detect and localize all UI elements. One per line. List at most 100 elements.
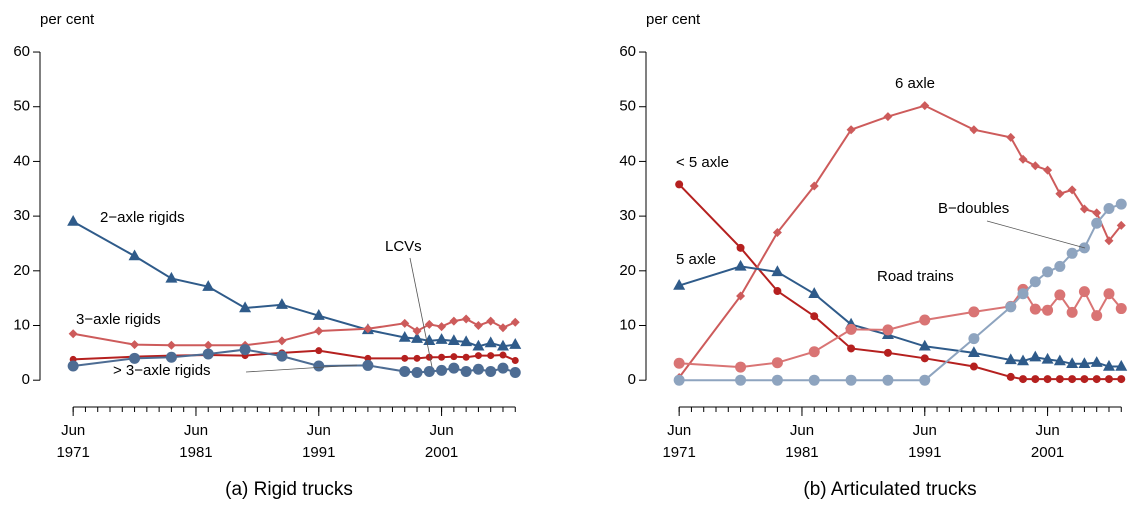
marker bbox=[1078, 357, 1091, 368]
marker bbox=[202, 348, 214, 360]
marker bbox=[1019, 375, 1028, 384]
marker bbox=[967, 346, 980, 358]
marker bbox=[128, 249, 141, 261]
marker bbox=[1102, 359, 1115, 371]
marker bbox=[773, 287, 782, 296]
marker bbox=[411, 332, 424, 343]
marker bbox=[448, 362, 460, 374]
marker bbox=[484, 336, 497, 348]
marker bbox=[1029, 276, 1041, 288]
marker bbox=[736, 291, 746, 301]
marker bbox=[1067, 185, 1077, 195]
marker bbox=[68, 329, 78, 339]
leader-line bbox=[245, 364, 358, 373]
marker bbox=[239, 301, 252, 313]
marker bbox=[460, 365, 472, 377]
marker bbox=[239, 344, 251, 356]
marker bbox=[1092, 208, 1102, 218]
marker bbox=[735, 361, 747, 373]
caption: (a) Rigid trucks bbox=[225, 479, 353, 500]
y-tick-label: 40 bbox=[619, 152, 636, 169]
series-label: 2−axle rigids bbox=[100, 209, 185, 226]
marker bbox=[919, 374, 931, 386]
marker bbox=[1104, 236, 1114, 246]
marker bbox=[312, 309, 325, 320]
y-axis-label: per cent bbox=[646, 11, 701, 28]
y-tick-label: 30 bbox=[13, 207, 30, 224]
marker bbox=[882, 324, 894, 336]
y-tick-label: 0 bbox=[22, 371, 30, 388]
marker bbox=[423, 365, 435, 377]
marker bbox=[411, 367, 423, 379]
marker bbox=[968, 333, 980, 345]
marker bbox=[1116, 220, 1126, 230]
marker bbox=[130, 340, 140, 350]
marker bbox=[673, 278, 686, 290]
marker bbox=[449, 316, 459, 326]
marker bbox=[675, 180, 684, 189]
marker bbox=[450, 353, 458, 361]
marker bbox=[499, 351, 507, 359]
marker bbox=[437, 322, 447, 332]
marker bbox=[1104, 375, 1113, 384]
x-tick-label: Jun 2001 bbox=[1030, 422, 1065, 461]
marker bbox=[1017, 354, 1030, 366]
x-tick-label: Jun 1981 bbox=[179, 422, 213, 461]
marker bbox=[496, 339, 509, 351]
marker bbox=[460, 335, 473, 347]
marker bbox=[472, 339, 485, 351]
marker bbox=[1029, 303, 1041, 315]
marker bbox=[314, 326, 324, 336]
marker bbox=[435, 333, 448, 344]
marker bbox=[969, 362, 978, 371]
y-axis-label: per cent bbox=[40, 11, 95, 28]
x-tick-label: Jun 1991 bbox=[908, 422, 942, 461]
series-label: < 5 axle bbox=[676, 154, 729, 171]
marker bbox=[1055, 189, 1065, 199]
marker bbox=[845, 374, 857, 386]
marker bbox=[883, 112, 893, 122]
series-label: 5 axle bbox=[676, 251, 716, 268]
marker bbox=[423, 334, 436, 346]
marker bbox=[473, 321, 483, 331]
marker bbox=[461, 314, 471, 324]
y-tick-label: 10 bbox=[13, 316, 30, 333]
marker bbox=[474, 352, 482, 360]
marker bbox=[472, 363, 484, 375]
y-tick-label: 50 bbox=[619, 98, 636, 115]
marker bbox=[1030, 161, 1040, 171]
y-tick-label: 30 bbox=[619, 207, 636, 224]
marker bbox=[275, 298, 288, 309]
marker bbox=[968, 306, 980, 318]
marker bbox=[847, 344, 856, 353]
x-tick-label: Jun 1971 bbox=[56, 422, 90, 461]
marker bbox=[509, 338, 522, 349]
marker bbox=[315, 347, 323, 355]
marker bbox=[771, 374, 783, 386]
marker bbox=[511, 357, 519, 365]
marker bbox=[1006, 372, 1015, 381]
y-tick-label: 0 bbox=[628, 371, 636, 388]
marker bbox=[487, 352, 495, 360]
marker bbox=[1017, 288, 1029, 300]
marker bbox=[276, 350, 288, 362]
marker bbox=[424, 319, 434, 329]
marker bbox=[1066, 247, 1078, 259]
y-tick-label: 60 bbox=[13, 43, 30, 60]
marker bbox=[166, 340, 176, 350]
marker bbox=[1117, 375, 1126, 384]
x-tick-label: Jun 1991 bbox=[302, 422, 336, 461]
marker bbox=[486, 316, 496, 326]
marker bbox=[1055, 375, 1064, 384]
marker bbox=[1006, 132, 1016, 142]
series-label: Road trains bbox=[877, 268, 954, 285]
y-tick-label: 20 bbox=[619, 262, 636, 279]
marker bbox=[845, 323, 857, 335]
marker bbox=[673, 374, 685, 386]
marker bbox=[883, 348, 892, 357]
marker bbox=[1029, 350, 1042, 362]
marker bbox=[362, 359, 374, 371]
marker bbox=[846, 125, 856, 135]
marker bbox=[771, 265, 784, 277]
